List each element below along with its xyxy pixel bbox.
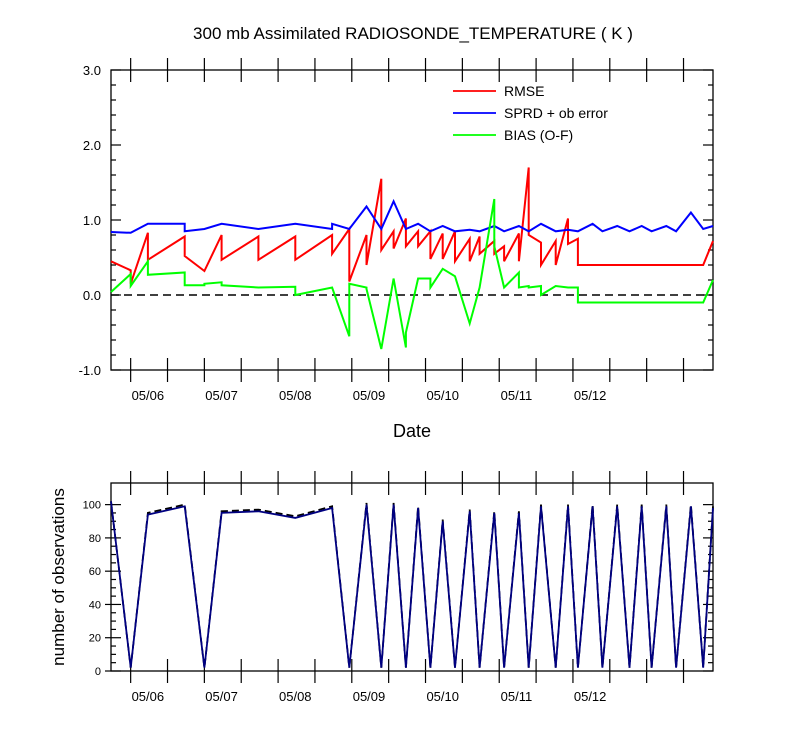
series-line-bias-o-f [110, 198, 714, 350]
legend-label-rmse: RMSE [504, 83, 544, 99]
top-series-group [110, 167, 714, 350]
series-line-sprd-ob-error [110, 198, 714, 234]
top-y-tick-label: -1.0 [79, 363, 101, 378]
top-x-axis: 05/06 05/07 05/08 05/09 05/10 05/11 05/12 [130, 58, 685, 403]
chart-title: 300 mb Assimilated RADIOSONDE_TEMPERATUR… [193, 24, 633, 43]
bottom-y-tick-label: 40 [89, 599, 101, 611]
x-tick-label: 05/12 [574, 388, 607, 403]
bottom-y-axis-title: number of observations [49, 488, 68, 666]
x-tick-label: 05/10 [426, 689, 459, 704]
legend-label-bias: BIAS (O-F) [504, 127, 573, 143]
observation-line-used [110, 501, 714, 668]
bottom-plot-frame [110, 482, 714, 672]
x-tick-label: 05/11 [501, 689, 533, 704]
bottom-y-tick-label: 80 [89, 533, 101, 545]
bottom-y-tick-label: 20 [89, 633, 101, 645]
x-tick-label: 05/06 [132, 388, 165, 403]
top-y-tick-label: 0.0 [83, 288, 101, 303]
top-y-tick-label: 2.0 [83, 138, 101, 153]
x-tick-label: 05/07 [205, 689, 238, 704]
x-tick-label: 05/09 [353, 388, 386, 403]
x-tick-label: 05/07 [205, 388, 238, 403]
x-tick-label: 05/12 [574, 689, 607, 704]
legend-label-sprd: SPRD + ob error [504, 105, 608, 121]
top-y-tick-label: 3.0 [83, 63, 101, 78]
bottom-y-tick-label: 60 [89, 566, 101, 578]
bottom-series-group [110, 501, 714, 668]
x-tick-label: 05/08 [279, 388, 312, 403]
x-axis-title: Date [393, 421, 431, 441]
x-tick-label: 05/08 [279, 689, 312, 704]
x-tick-label: 05/11 [501, 388, 533, 403]
x-tick-label: 05/06 [132, 689, 165, 704]
x-tick-label: 05/10 [426, 388, 459, 403]
legend: RMSE SPRD + ob error BIAS (O-F) [453, 83, 608, 143]
top-plot-frame [110, 69, 714, 371]
bottom-y-tick-label: 100 [83, 500, 101, 512]
top-y-tick-label: 1.0 [83, 213, 101, 228]
bottom-x-axis: 05/06 05/07 05/08 05/09 05/10 05/11 05/12 [130, 471, 685, 704]
x-tick-label: 05/09 [353, 689, 386, 704]
bottom-y-tick-label: 0 [95, 666, 101, 678]
top-y-axis: -1.0 0.0 1.0 2.0 3.0 [79, 63, 713, 378]
bottom-y-axis: 0 20 40 60 80 100 [83, 500, 713, 678]
